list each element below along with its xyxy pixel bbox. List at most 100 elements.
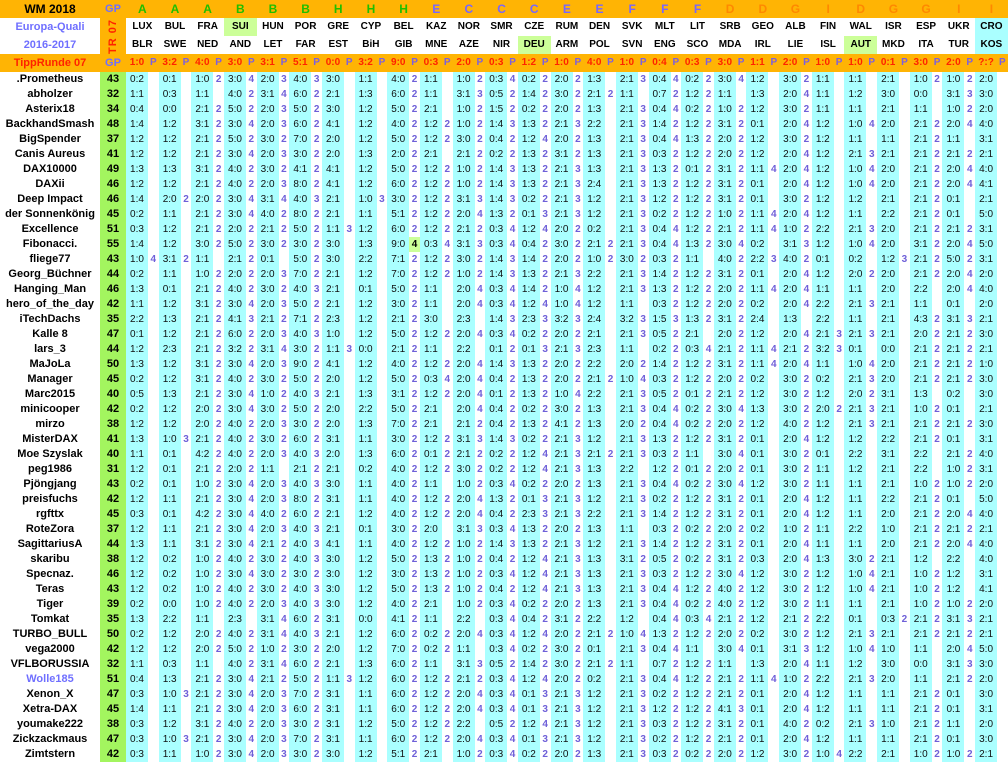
player-name[interactable]: Xenon_X: [26, 688, 74, 700]
tip-cell: 0:2: [648, 342, 671, 357]
points-cell: 2: [313, 404, 320, 415]
points-cell: 2: [575, 74, 581, 85]
points-cell: 2: [673, 359, 679, 370]
tip-cell: 4:0: [289, 72, 312, 87]
team-home: KAZ: [425, 21, 447, 32]
tip-cell: 2:1: [615, 597, 638, 612]
tip-cell: 2:1: [387, 312, 410, 327]
player-name[interactable]: Xetra-DAX: [22, 703, 78, 715]
tip-cell: 1:0: [909, 402, 932, 417]
player-name[interactable]: Hanging_Man: [13, 283, 87, 295]
points-cell: [344, 657, 355, 672]
tip-cell: 2:0: [452, 492, 475, 507]
player-name[interactable]: Moe Szyslak: [17, 448, 83, 460]
points-cell: 3: [640, 194, 646, 205]
tip-cell: 1:4: [126, 117, 148, 132]
player-name[interactable]: BigSpender: [19, 133, 81, 145]
player-gp: 43: [100, 72, 126, 87]
player-name[interactable]: peg1986: [27, 463, 73, 475]
player-name[interactable]: skaribu: [30, 553, 70, 565]
player-name[interactable]: Canis Aureus: [14, 148, 86, 160]
tip-cell: 3:0: [779, 192, 802, 207]
player-gp: 47: [100, 732, 126, 747]
tip-pair-cell: 2:1 3: [550, 702, 584, 717]
tip-pair-cell: 0:3 2: [648, 447, 682, 462]
player-name[interactable]: SagittariusA: [17, 538, 83, 550]
player-name[interactable]: mirzo: [35, 418, 65, 430]
points-cell: 4: [738, 569, 744, 580]
points-cell: [997, 282, 1008, 297]
tip-cell: 2:0: [942, 507, 965, 522]
player-name[interactable]: MaJoLa: [29, 358, 71, 370]
tip-pair-cell: 2:1: [877, 477, 910, 492]
tip-cell: 5:0: [387, 582, 410, 597]
tip-pair-cell: 3:1 3: [452, 192, 486, 207]
tip-pair-cell: 3:0 2: [550, 87, 584, 102]
tip-pair-cell: 4:0 2: [223, 87, 257, 102]
player-name[interactable]: Tiger: [36, 598, 64, 610]
points-cell: 2: [542, 434, 548, 445]
player-name[interactable]: Deep Impact: [17, 193, 83, 205]
player-name[interactable]: MisterDAX: [22, 433, 78, 445]
player-name[interactable]: VFLBORUSSIA: [10, 658, 90, 670]
player-name[interactable]: Georg_Büchner: [8, 268, 92, 280]
points-cell: 2: [411, 119, 418, 130]
player-name[interactable]: RoteZora: [25, 523, 75, 535]
player-name[interactable]: preisfuchs: [22, 493, 78, 505]
player-name[interactable]: TURBO_BULL: [12, 628, 88, 640]
tip-pair-cell: 1:2: [811, 192, 845, 207]
player-name[interactable]: .Prometheus: [16, 73, 84, 85]
player-name[interactable]: Tomkat: [30, 613, 70, 625]
tip-cell: 2:1: [550, 537, 573, 552]
tip-cell: 0:2: [517, 642, 540, 657]
player-name[interactable]: rgfttx: [35, 508, 65, 520]
tip-cell: 1:2: [877, 252, 900, 267]
player-name[interactable]: Kalle 8: [32, 328, 68, 340]
tip-cell: 3:0: [223, 507, 246, 522]
player-name[interactable]: Marc2015: [24, 388, 76, 400]
tip-cell: 3:0: [779, 627, 802, 642]
player-name[interactable]: iTechDachs: [19, 313, 81, 325]
tip-cell: 1:1: [844, 687, 867, 702]
player-name[interactable]: der Sonnenkönig: [5, 208, 95, 220]
player-name[interactable]: Pjöngjang: [23, 478, 77, 490]
player-name[interactable]: abholzer: [27, 88, 73, 100]
player-name[interactable]: hero_of_the_day: [5, 298, 95, 310]
points-cell: 2: [411, 194, 418, 205]
points-cell: 2: [444, 329, 451, 340]
player-name[interactable]: youmake222: [16, 718, 84, 730]
player-name[interactable]: Zimtstern: [24, 748, 76, 760]
tip-pair-cell: 2:1 3: [550, 177, 584, 192]
player-name[interactable]: vega2000: [25, 643, 75, 655]
match-teams-cell: ISR MKD: [877, 18, 910, 54]
player-name[interactable]: Teras: [35, 583, 65, 595]
tip-cell: 1:1: [909, 642, 932, 657]
player-name[interactable]: Wolle185: [26, 673, 74, 685]
player-name[interactable]: Manager: [27, 373, 73, 385]
match-result-cell: 2:0 P: [779, 54, 812, 72]
player-name[interactable]: DAX10000: [23, 163, 77, 175]
tip-cell: 2:1: [942, 147, 965, 162]
tip-pair-cell: 1:0 2: [713, 207, 747, 222]
player-name[interactable]: Asterix18: [25, 103, 75, 115]
tip-pair-cell: 2:1 2: [909, 252, 943, 267]
points-cell: [377, 237, 388, 252]
tip-pair-cell: 1:4 3: [485, 117, 518, 132]
player-name[interactable]: Fibonacci.: [22, 238, 78, 250]
tip-pair-cell: 1:3: [583, 582, 616, 597]
player-name[interactable]: fliege77: [29, 253, 71, 265]
points-cell: 2: [281, 239, 287, 250]
player-name[interactable]: Zickzackmaus: [12, 733, 88, 745]
points-cell: 2: [411, 164, 418, 175]
points-cell: [442, 402, 453, 417]
player-name[interactable]: DAXii: [35, 178, 65, 190]
player-name[interactable]: lars_3: [34, 343, 66, 355]
player-name[interactable]: Specnaz.: [26, 568, 74, 580]
tip-cell: 3:1: [615, 552, 638, 567]
player-name[interactable]: BackhandSmash: [5, 118, 95, 130]
points-cell: 3: [346, 344, 353, 355]
tip-pair-cell: 5:0 2: [387, 327, 420, 342]
player-name[interactable]: minicooper: [20, 403, 80, 415]
tip-cell: 1:2: [746, 582, 769, 597]
player-name[interactable]: Excellence: [21, 223, 79, 235]
